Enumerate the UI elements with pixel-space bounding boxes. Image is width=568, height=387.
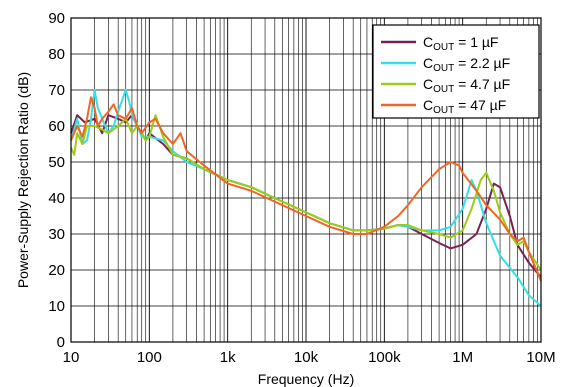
- series-layer: [70, 89, 542, 307]
- y-tick-label: 80: [48, 46, 65, 63]
- y-tick-label: 40: [48, 190, 65, 207]
- legend-entry: COUT = 4.7 µF: [423, 76, 510, 95]
- y-tick-label: 50: [48, 154, 65, 171]
- x-tick-label: 1M: [452, 349, 473, 366]
- x-tick-label: 1k: [220, 349, 236, 366]
- x-tick-label: 100: [137, 349, 162, 366]
- y-tick-label: 90: [48, 10, 65, 27]
- legend-entry: COUT = 1 µF: [423, 34, 498, 53]
- x-tick-labels: 10 100 1k 10k 100k 1M 10M: [63, 349, 556, 366]
- y-tick-label: 10: [48, 298, 65, 315]
- y-tick-label: 30: [48, 226, 65, 243]
- legend-box: [372, 24, 540, 119]
- y-tick-label: 0: [57, 334, 65, 351]
- y-tick-labels: 0 10 20 30 40 50 60 70 80 90: [48, 10, 65, 351]
- y-tick-label: 60: [48, 118, 65, 135]
- grid: [71, 18, 541, 342]
- series-line-4: [70, 96, 542, 282]
- x-axis-title: Frequency (Hz): [258, 371, 354, 387]
- x-tick-label: 100k: [368, 349, 401, 366]
- x-tick-label: 10: [63, 349, 80, 366]
- plot-frame: [70, 17, 542, 343]
- legend: COUT = 1 µF COUT = 2.2 µF COUT = 4.7 µF COU…: [372, 24, 540, 119]
- y-axis-title: Power-Supply Rejection Ratio (dB): [15, 72, 31, 288]
- series-line-3: [70, 114, 542, 271]
- y-tick-label: 70: [48, 82, 65, 99]
- x-tick-label: 10k: [294, 349, 319, 366]
- y-tick-label: 20: [48, 262, 65, 279]
- legend-entry: COUT = 47 µF: [423, 97, 506, 116]
- legend-entry: COUT = 2.2 µF: [423, 55, 510, 74]
- x-tick-label: 10M: [526, 349, 555, 366]
